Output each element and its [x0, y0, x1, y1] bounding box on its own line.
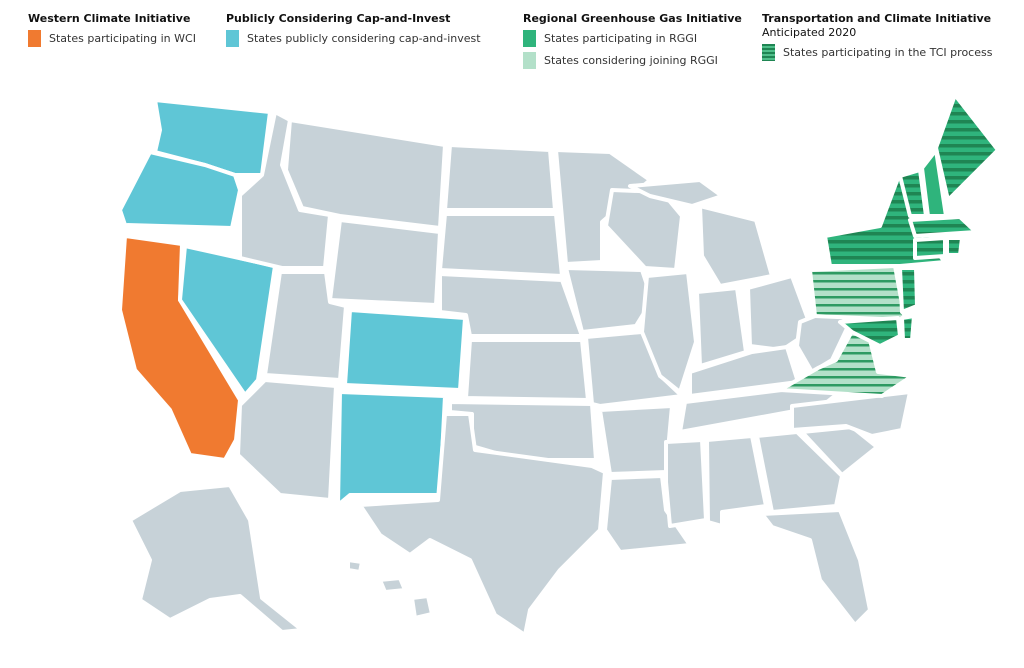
state-ne [438, 272, 584, 338]
legend-group-cap-invest: Publicly Considering Cap-and-Invest Stat… [226, 12, 481, 47]
state-sd [438, 212, 564, 278]
legend-label: States participating in the TCI process [783, 46, 993, 59]
state-ia [564, 266, 654, 334]
legend-title: Publicly Considering Cap-and-Invest [226, 12, 451, 25]
legend-title: Transportation and Climate Initiative [762, 12, 992, 25]
swatch-tci [762, 44, 775, 61]
swatch-wci [28, 30, 41, 47]
state-nd [443, 143, 557, 212]
state-fl [760, 508, 872, 627]
state-ut [263, 270, 348, 382]
state-il [640, 270, 698, 394]
state-ma [908, 215, 978, 238]
state-mi [698, 204, 774, 288]
legend-label: States participating in RGGI [544, 32, 698, 45]
legend-item-wci: States participating in WCI [28, 30, 196, 47]
state-ky [688, 345, 800, 398]
legend-group-tci: Transportation and Climate Initiative An… [762, 12, 992, 61]
legend-label: States participating in WCI [49, 32, 196, 45]
state-hi [378, 576, 407, 594]
state-or [118, 150, 242, 230]
legend-label: States considering joining RGGI [544, 54, 718, 67]
state-ct [913, 236, 947, 260]
state-tx [358, 412, 607, 637]
state-de [900, 314, 916, 342]
state-mi [628, 178, 724, 208]
state-ar [598, 404, 674, 476]
state-id [238, 110, 332, 270]
state-mn [554, 148, 652, 266]
state-co [343, 308, 467, 392]
legend-item-tci: States participating in the TCI process [762, 44, 992, 61]
legend-item-rggi: States participating in RGGI [523, 30, 742, 47]
state-md [838, 316, 902, 348]
state-az [236, 378, 338, 502]
state-al [705, 434, 768, 528]
state-ga [755, 430, 844, 514]
swatch-rggi [523, 30, 536, 47]
state-nc [790, 390, 912, 438]
swatch-rggi-considering [523, 52, 536, 69]
state-ms [664, 438, 708, 528]
state-hi [410, 594, 434, 620]
state-me [934, 93, 1000, 202]
state-nj [898, 266, 919, 314]
swatch-cap-invest [226, 30, 239, 47]
state-ri [945, 236, 964, 257]
legend-item-rggi-considering: States considering joining RGGI [523, 52, 742, 69]
map-legend: Western Climate Initiative States partic… [0, 12, 1024, 82]
state-la [603, 474, 692, 554]
legend-group-wci: Western Climate Initiative States partic… [28, 12, 196, 47]
legend-item-cap-invest: States publicly considering cap-and-inve… [226, 30, 481, 47]
state-ks [464, 338, 590, 402]
state-pa [808, 264, 907, 322]
state-ak [128, 483, 304, 634]
legend-title: Western Climate Initiative [28, 12, 191, 25]
state-hi [346, 558, 364, 574]
state-nm [336, 390, 447, 507]
legend-label: States publicly considering cap-and-inve… [247, 32, 481, 45]
state-mt [284, 118, 447, 230]
legend-title: Regional Greenhouse Gas Initiative [523, 12, 742, 25]
legend-subtitle: Anticipated 2020 [762, 26, 857, 39]
state-wy [328, 218, 442, 307]
legend-group-rggi: Regional Greenhouse Gas Initiative State… [523, 12, 742, 69]
